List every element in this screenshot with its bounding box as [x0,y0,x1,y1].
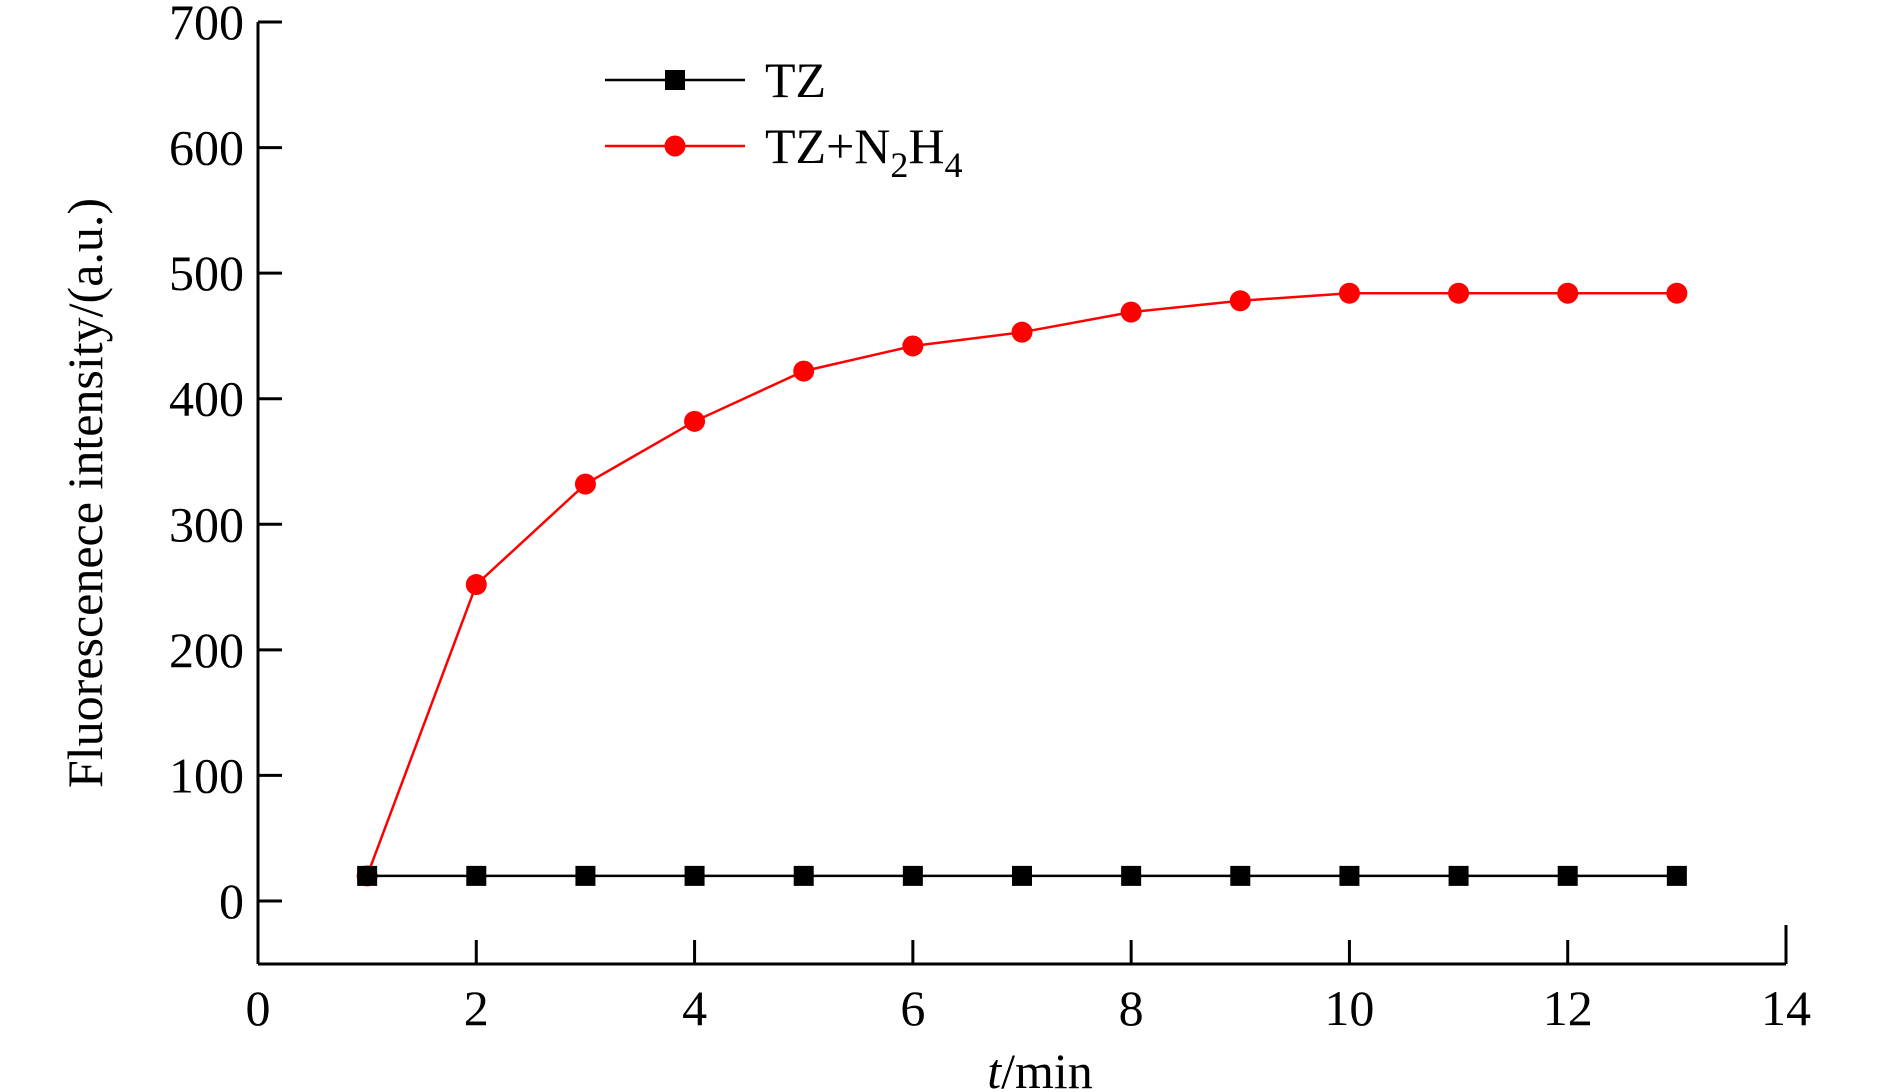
y-tick-label: 400 [169,371,244,427]
x-tick-label: 14 [1761,980,1811,1036]
data-point [1557,282,1579,304]
y-tick-label: 100 [169,747,244,803]
x-tick-label: 12 [1543,980,1593,1036]
data-point [1012,865,1032,886]
data-point [357,865,378,886]
data-point [902,335,924,357]
y-tick-label: 200 [169,622,244,678]
data-point [1339,865,1360,886]
legend-marker [664,135,686,157]
data-point [575,865,596,886]
x-axis-title-unit: /min [1001,1043,1093,1092]
series-tz [357,865,1687,886]
y-tick-label: 0 [219,873,244,929]
data-point [1120,301,1142,323]
series-lines [356,282,1688,887]
x-tick-label: 0 [246,980,271,1036]
x-tick-label: 6 [900,980,925,1036]
data-point [574,473,596,495]
data-point [1666,865,1687,886]
data-point [793,865,814,886]
data-point [793,360,815,382]
data-point [1448,282,1470,304]
data-point [1666,282,1688,304]
data-point [684,865,705,886]
series-tz-n2h4 [356,282,1688,887]
x-tick-label: 10 [1324,980,1374,1036]
data-point [1557,865,1578,886]
series-line [365,291,1677,877]
data-point [1448,865,1469,886]
legend-subscript: 4 [945,145,963,185]
legend-entry: TZ [605,52,826,108]
x-tick-label: 2 [464,980,489,1036]
x-axis-title-variable: t [987,1043,1002,1092]
data-point [466,865,487,886]
data-point [1230,865,1251,886]
y-tick-label: 500 [169,245,244,301]
legend-entry: TZ+N2H4 [605,118,963,185]
legend-text-part: TZ+N [765,118,890,174]
data-point [1121,865,1142,886]
legend-text-part: TZ [765,52,826,108]
legend: TZ TZ+N2H4 [605,52,963,185]
legend-marker [665,70,685,90]
y-tick-label: 300 [169,496,244,552]
tick-marks [256,20,1788,964]
x-tick-label: 4 [682,980,707,1036]
y-tick-label: 600 [169,120,244,176]
data-point [684,410,706,432]
legend-subscript: 2 [890,145,908,185]
legend-label: TZ+N2H4 [765,118,963,185]
data-point [465,574,487,596]
x-axis-title: t/min [987,1043,1093,1092]
legend-text-part: H [908,118,944,174]
legend-label: TZ [765,52,826,108]
x-tick-label: 8 [1119,980,1144,1036]
data-point [1338,282,1360,304]
y-axis-title: Fluorescenece intensity/(a.u.) [57,198,113,788]
y-tick-label: 700 [169,0,244,50]
data-point [902,865,923,886]
axes [256,22,1788,966]
data-point [1011,321,1033,343]
data-point [1229,290,1251,312]
